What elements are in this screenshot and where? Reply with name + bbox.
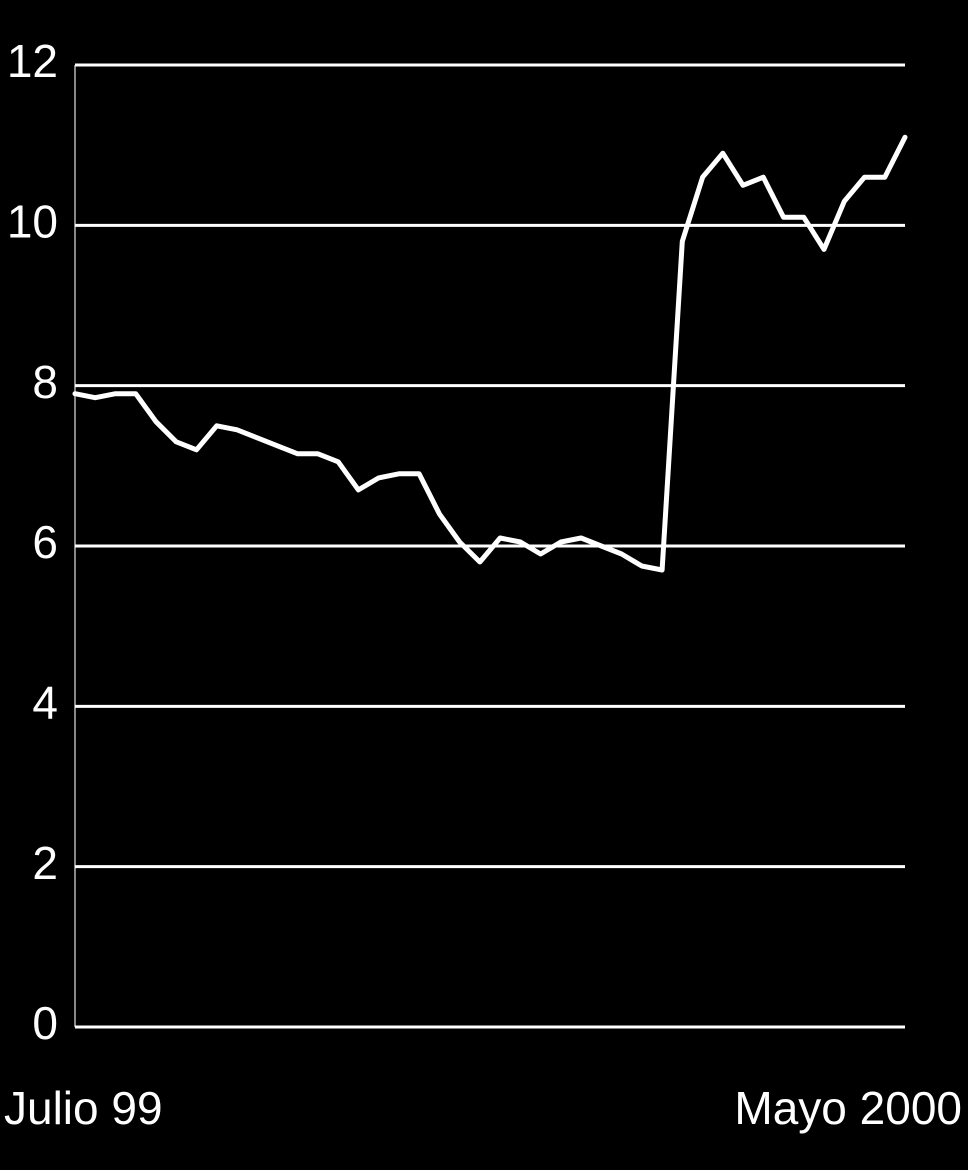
y-tick-label: 4 [32, 676, 58, 728]
y-tick-label: 0 [32, 997, 58, 1049]
y-tick-label: 10 [7, 195, 58, 247]
y-tick-label: 2 [32, 837, 58, 889]
y-tick-label: 6 [32, 516, 58, 568]
data-line [72, 134, 908, 573]
x-tick-label: Mayo 2000 [734, 1082, 962, 1134]
x-tick-label: Julio 99 [4, 1082, 163, 1134]
y-tick-label: 8 [32, 356, 58, 408]
y-tick-label: 12 [7, 35, 58, 87]
